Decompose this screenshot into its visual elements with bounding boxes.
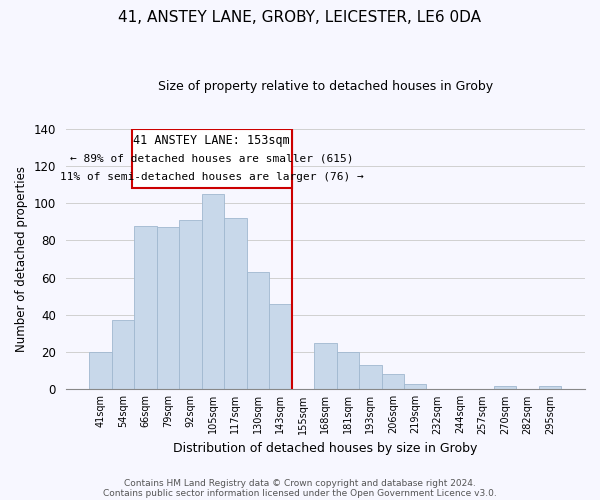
Bar — [539, 386, 562, 390]
Bar — [359, 365, 382, 390]
Text: Contains public sector information licensed under the Open Government Licence v3: Contains public sector information licen… — [103, 488, 497, 498]
Bar — [179, 220, 202, 390]
Title: Size of property relative to detached houses in Groby: Size of property relative to detached ho… — [158, 80, 493, 93]
Bar — [382, 374, 404, 390]
Text: 11% of semi-detached houses are larger (76) →: 11% of semi-detached houses are larger (… — [60, 172, 364, 181]
X-axis label: Distribution of detached houses by size in Groby: Distribution of detached houses by size … — [173, 442, 478, 455]
Bar — [494, 386, 517, 390]
Bar — [404, 384, 427, 390]
Bar — [224, 218, 247, 390]
Text: ← 89% of detached houses are smaller (615): ← 89% of detached houses are smaller (61… — [70, 153, 353, 163]
FancyBboxPatch shape — [132, 129, 292, 188]
Bar — [157, 228, 179, 390]
Bar — [202, 194, 224, 390]
Bar — [134, 226, 157, 390]
Bar — [337, 352, 359, 390]
Bar — [89, 352, 112, 390]
Y-axis label: Number of detached properties: Number of detached properties — [15, 166, 28, 352]
Bar — [269, 304, 292, 390]
Bar — [247, 272, 269, 390]
Text: 41, ANSTEY LANE, GROBY, LEICESTER, LE6 0DA: 41, ANSTEY LANE, GROBY, LEICESTER, LE6 0… — [119, 10, 482, 25]
Text: 41 ANSTEY LANE: 153sqm: 41 ANSTEY LANE: 153sqm — [133, 134, 290, 147]
Text: Contains HM Land Registry data © Crown copyright and database right 2024.: Contains HM Land Registry data © Crown c… — [124, 478, 476, 488]
Bar — [314, 343, 337, 390]
Bar — [112, 320, 134, 390]
